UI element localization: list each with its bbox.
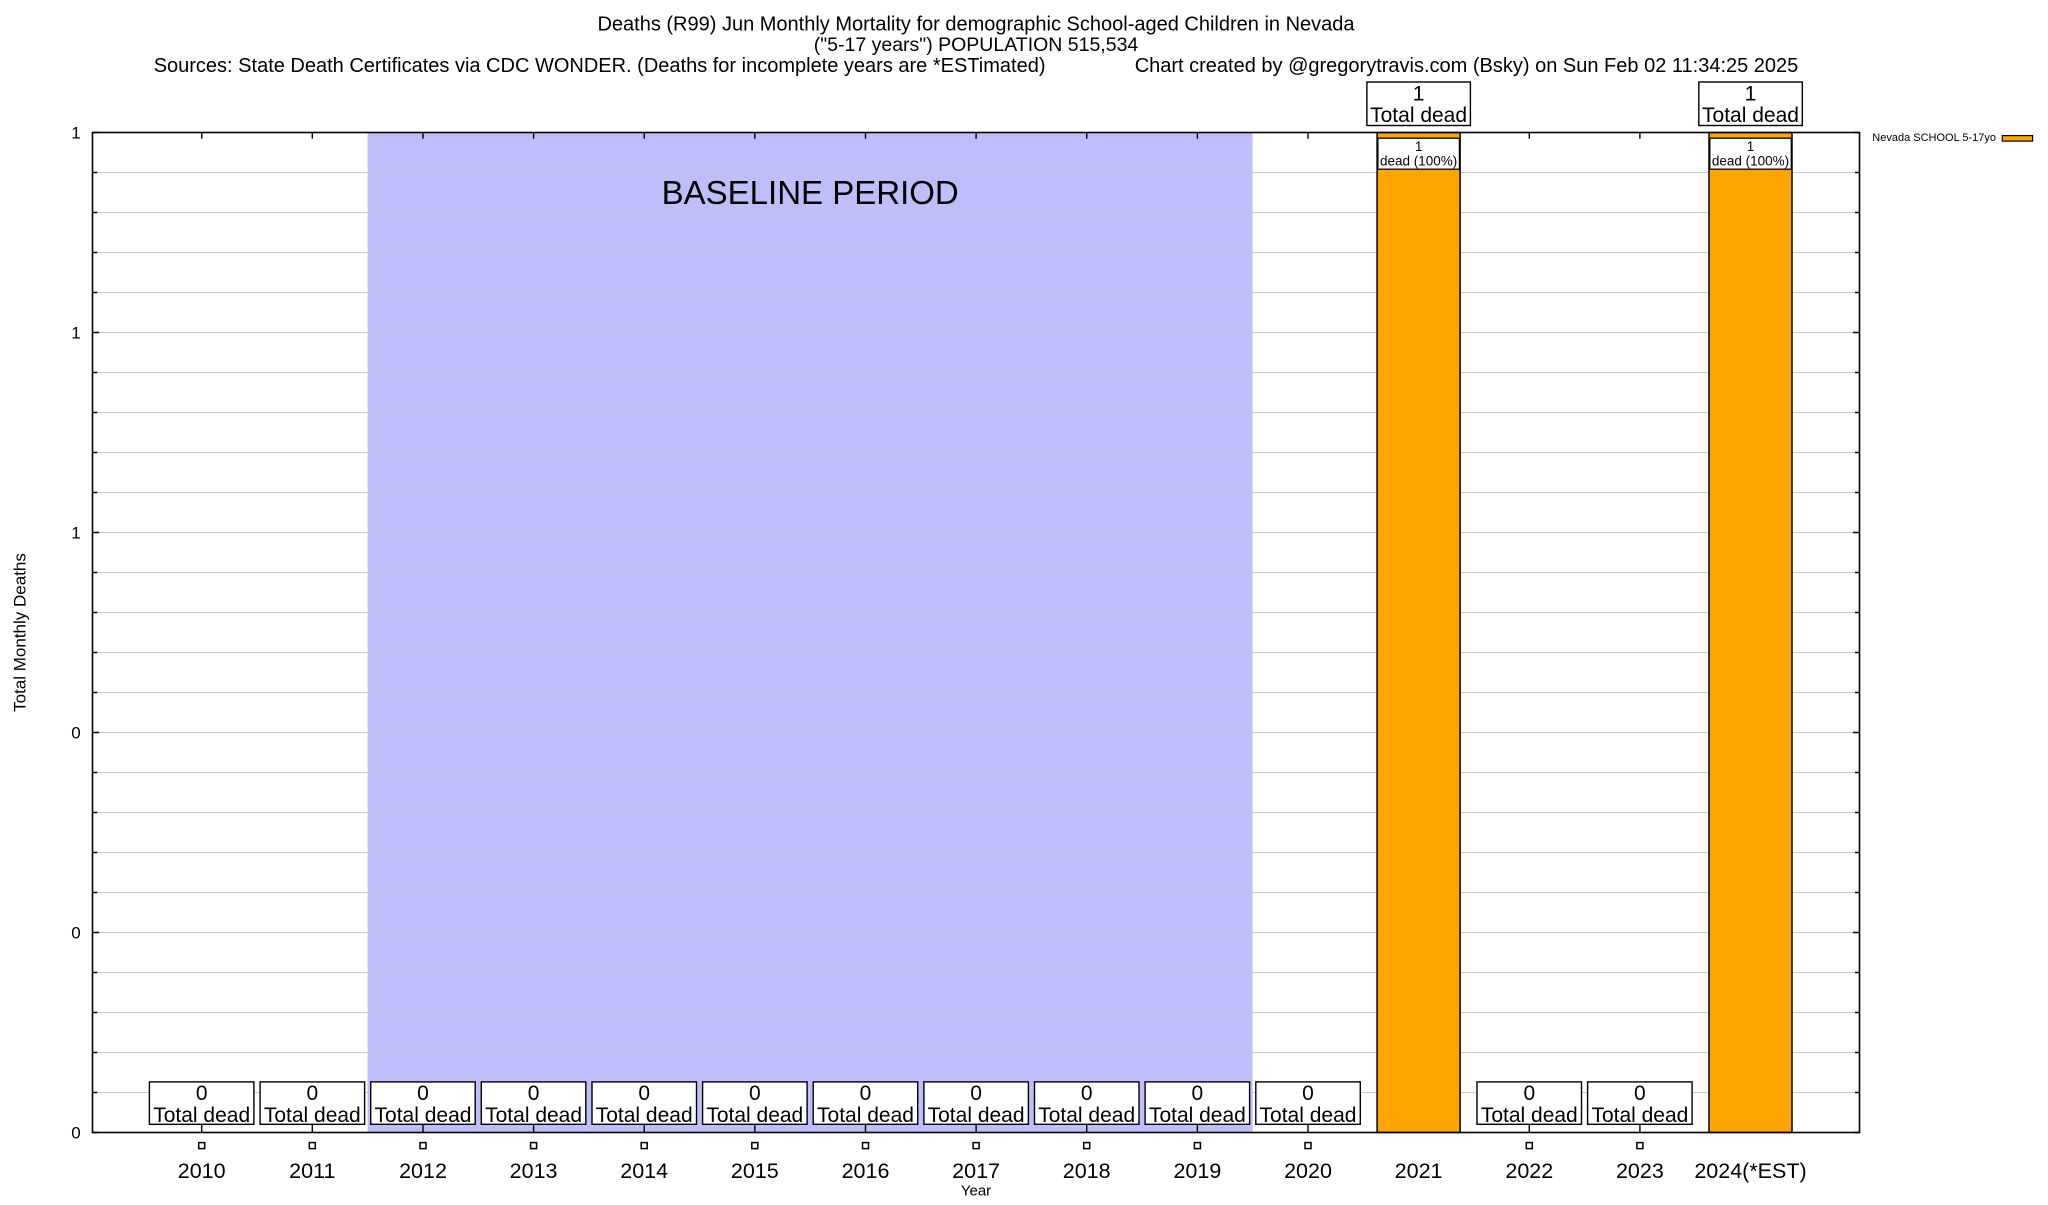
svg-text:Deaths (R99) Jun Monthly Morta: Deaths (R99) Jun Monthly Mortality for d… (597, 14, 1355, 36)
svg-text:2022: 2022 (1505, 1159, 1553, 1183)
svg-text:Total dead: Total dead (928, 1104, 1025, 1127)
svg-text:1: 1 (71, 523, 80, 542)
svg-text:Total dead: Total dead (1591, 1104, 1688, 1127)
svg-text:Total Monthly Deaths: Total Monthly Deaths (11, 553, 30, 712)
svg-text:BASELINE PERIOD: BASELINE PERIOD (662, 174, 959, 211)
svg-text:2020: 2020 (1284, 1159, 1332, 1183)
svg-text:Total dead: Total dead (153, 1104, 250, 1127)
svg-text:Total dead: Total dead (1260, 1104, 1357, 1127)
svg-text:Year: Year (961, 1183, 991, 1200)
svg-text:0: 0 (196, 1082, 208, 1105)
svg-text:Total dead: Total dead (1481, 1104, 1578, 1127)
svg-text:("5-17 years") POPULATION 515,: ("5-17 years") POPULATION 515,534 (814, 34, 1139, 56)
svg-text:2011: 2011 (289, 1159, 335, 1183)
svg-text:0: 0 (306, 1082, 318, 1105)
svg-text:Total dead: Total dead (596, 1104, 693, 1127)
svg-text:2014: 2014 (620, 1159, 668, 1183)
svg-text:Total dead: Total dead (1370, 104, 1467, 127)
svg-text:0: 0 (1302, 1082, 1314, 1105)
svg-text:dead (100%): dead (100%) (1712, 154, 1789, 169)
svg-text:1: 1 (1413, 82, 1425, 105)
svg-text:2013: 2013 (510, 1159, 558, 1183)
svg-text:0: 0 (1634, 1082, 1646, 1105)
svg-text:2024(*EST): 2024(*EST) (1694, 1159, 1806, 1183)
svg-text:0: 0 (860, 1082, 872, 1105)
svg-text:2019: 2019 (1173, 1159, 1221, 1183)
svg-text:0: 0 (638, 1082, 650, 1105)
svg-text:0: 0 (1081, 1082, 1093, 1105)
svg-text:Nevada SCHOOL 5-17yo: Nevada SCHOOL 5-17yo (1872, 132, 1996, 144)
svg-text:0: 0 (71, 723, 80, 742)
svg-text:Total dead: Total dead (264, 1104, 361, 1127)
svg-text:0: 0 (1192, 1082, 1204, 1105)
svg-text:Total dead: Total dead (1149, 1104, 1246, 1127)
svg-text:2017: 2017 (952, 1159, 1000, 1183)
svg-text:1: 1 (1745, 82, 1757, 105)
svg-text:Chart created by @gregorytravi: Chart created by @gregorytravis.com (Bsk… (1135, 55, 1799, 77)
svg-text:Sources: State Death Certifica: Sources: State Death Certificates via CD… (154, 55, 1046, 77)
svg-text:2015: 2015 (731, 1159, 779, 1183)
svg-text:0: 0 (528, 1082, 540, 1105)
svg-text:2018: 2018 (1063, 1159, 1111, 1183)
svg-text:Total dead: Total dead (817, 1104, 914, 1127)
svg-text:2023: 2023 (1616, 1159, 1664, 1183)
svg-text:2021: 2021 (1395, 1159, 1443, 1183)
svg-text:0: 0 (970, 1082, 982, 1105)
svg-text:1: 1 (1415, 139, 1423, 154)
svg-text:2010: 2010 (178, 1159, 226, 1183)
svg-text:0: 0 (1523, 1082, 1535, 1105)
svg-text:Total dead: Total dead (375, 1104, 472, 1127)
svg-text:0: 0 (749, 1082, 761, 1105)
svg-text:2012: 2012 (399, 1159, 447, 1183)
svg-text:2016: 2016 (842, 1159, 890, 1183)
svg-text:1: 1 (1747, 139, 1755, 154)
svg-text:1: 1 (71, 323, 80, 342)
svg-text:1: 1 (71, 123, 80, 142)
svg-text:Total dead: Total dead (1702, 104, 1799, 127)
svg-text:Total dead: Total dead (1038, 1104, 1135, 1127)
svg-text:0: 0 (71, 923, 80, 942)
svg-text:Total dead: Total dead (485, 1104, 582, 1127)
svg-text:Total dead: Total dead (706, 1104, 803, 1127)
svg-text:0: 0 (417, 1082, 429, 1105)
svg-text:dead (100%): dead (100%) (1380, 154, 1457, 169)
svg-text:0: 0 (71, 1123, 80, 1142)
